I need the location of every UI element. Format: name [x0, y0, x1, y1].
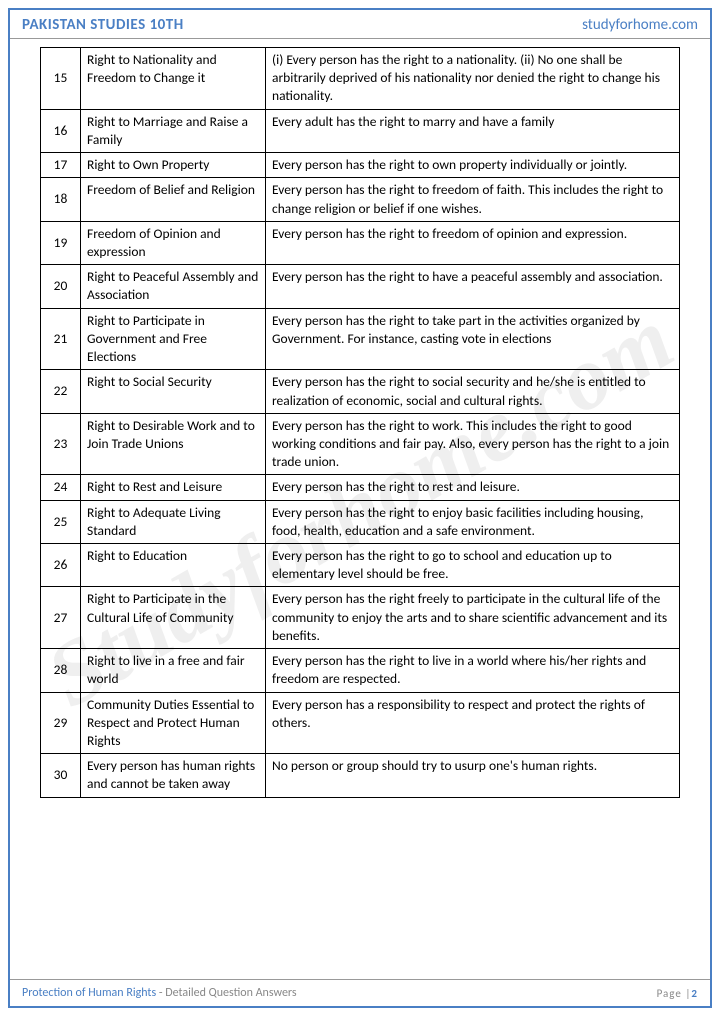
footer-sub: - Detailed Question Answers	[156, 986, 296, 1000]
row-number: 27	[41, 587, 81, 649]
row-title: Right to Participate in Government and F…	[81, 308, 266, 370]
header-title: PAKISTAN STUDIES 10TH	[22, 16, 184, 34]
row-description: Every person has the right to social sec…	[266, 370, 680, 413]
row-number: 19	[41, 221, 81, 264]
table-row: 26Right to EducationEvery person has the…	[41, 544, 680, 587]
table-row: 27Right to Participate in the Cultural L…	[41, 587, 680, 649]
table-row: 19Freedom of Opinion and expressionEvery…	[41, 221, 680, 264]
row-description: Every person has the right to freedom of…	[266, 221, 680, 264]
row-title: Every person has human rights and cannot…	[81, 754, 266, 797]
row-title: Right to Marriage and Raise a Family	[81, 109, 266, 152]
row-number: 26	[41, 544, 81, 587]
row-number: 16	[41, 109, 81, 152]
row-number: 30	[41, 754, 81, 797]
row-description: Every person has the right to work. This…	[266, 413, 680, 475]
table-row: 17Right to Own PropertyEvery person has …	[41, 153, 680, 178]
row-title: Right to Own Property	[81, 153, 266, 178]
row-description: Every person has the right to enjoy basi…	[266, 500, 680, 543]
row-title: Freedom of Belief and Religion	[81, 178, 266, 221]
page-header: PAKISTAN STUDIES 10TH studyforhome.com	[10, 10, 710, 39]
row-description: Every person has the right to live in a …	[266, 649, 680, 692]
row-number: 25	[41, 500, 81, 543]
row-title: Right to Social Security	[81, 370, 266, 413]
row-title: Right to Education	[81, 544, 266, 587]
table-row: 25Right to Adequate Living StandardEvery…	[41, 500, 680, 543]
row-description: Every person has the right to rest and l…	[266, 475, 680, 500]
table-row: 23Right to Desirable Work and to Join Tr…	[41, 413, 680, 475]
page-number: 2	[691, 987, 698, 1000]
table-row: 29Community Duties Essential to Respect …	[41, 692, 680, 754]
row-title: Right to Participate in the Cultural Lif…	[81, 587, 266, 649]
row-title: Right to Nationality and Freedom to Chan…	[81, 48, 266, 110]
table-row: 30Every person has human rights and cann…	[41, 754, 680, 797]
row-description: Every person has a responsibility to res…	[266, 692, 680, 754]
row-number: 24	[41, 475, 81, 500]
page-label: Page |	[657, 987, 692, 1000]
page-footer: Protection of Human Rights - Detailed Qu…	[10, 979, 710, 1006]
row-number: 18	[41, 178, 81, 221]
table-row: 18Freedom of Belief and ReligionEvery pe…	[41, 178, 680, 221]
row-title: Right to Rest and Leisure	[81, 475, 266, 500]
table-row: 16Right to Marriage and Raise a FamilyEv…	[41, 109, 680, 152]
row-description: Every person has the right to go to scho…	[266, 544, 680, 587]
row-number: 23	[41, 413, 81, 475]
row-description: Every person has the right freely to par…	[266, 587, 680, 649]
table-row: 21Right to Participate in Government and…	[41, 308, 680, 370]
row-number: 21	[41, 308, 81, 370]
header-site: studyforhome.com	[582, 16, 698, 34]
footer-title: Protection of Human Rights	[22, 986, 156, 1000]
rights-table: 15Right to Nationality and Freedom to Ch…	[40, 47, 680, 798]
row-description: Every person has the right to freedom of…	[266, 178, 680, 221]
footer-left: Protection of Human Rights - Detailed Qu…	[22, 986, 297, 1000]
row-title: Freedom of Opinion and expression	[81, 221, 266, 264]
row-title: Community Duties Essential to Respect an…	[81, 692, 266, 754]
row-description: No person or group should try to usurp o…	[266, 754, 680, 797]
row-title: Right to Peaceful Assembly and Associati…	[81, 265, 266, 308]
table-row: 20Right to Peaceful Assembly and Associa…	[41, 265, 680, 308]
row-number: 29	[41, 692, 81, 754]
row-number: 20	[41, 265, 81, 308]
table-row: 28Right to live in a free and fair world…	[41, 649, 680, 692]
row-number: 17	[41, 153, 81, 178]
table-row: 22Right to Social SecurityEvery person h…	[41, 370, 680, 413]
row-description: Every person has the right to have a pea…	[266, 265, 680, 308]
row-title: Right to live in a free and fair world	[81, 649, 266, 692]
row-number: 22	[41, 370, 81, 413]
row-description: (i) Every person has the right to a nati…	[266, 48, 680, 110]
row-number: 15	[41, 48, 81, 110]
row-number: 28	[41, 649, 81, 692]
row-description: Every person has the right to take part …	[266, 308, 680, 370]
row-description: Every person has the right to own proper…	[266, 153, 680, 178]
row-title: Right to Desirable Work and to Join Trad…	[81, 413, 266, 475]
table-row: 15Right to Nationality and Freedom to Ch…	[41, 48, 680, 110]
row-description: Every adult has the right to marry and h…	[266, 109, 680, 152]
footer-right: Page |2	[657, 987, 698, 1000]
table-container: 15Right to Nationality and Freedom to Ch…	[10, 39, 710, 979]
row-title: Right to Adequate Living Standard	[81, 500, 266, 543]
table-row: 24Right to Rest and LeisureEvery person …	[41, 475, 680, 500]
